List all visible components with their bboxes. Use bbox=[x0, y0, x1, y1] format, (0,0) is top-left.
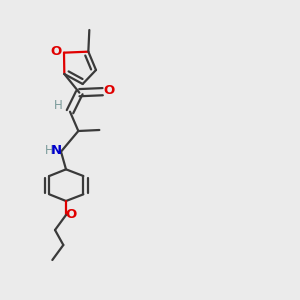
Text: H: H bbox=[45, 144, 53, 157]
Text: N: N bbox=[51, 144, 62, 157]
Text: O: O bbox=[66, 208, 77, 221]
Text: O: O bbox=[50, 45, 61, 58]
Text: H: H bbox=[54, 99, 62, 112]
Text: O: O bbox=[103, 84, 115, 97]
